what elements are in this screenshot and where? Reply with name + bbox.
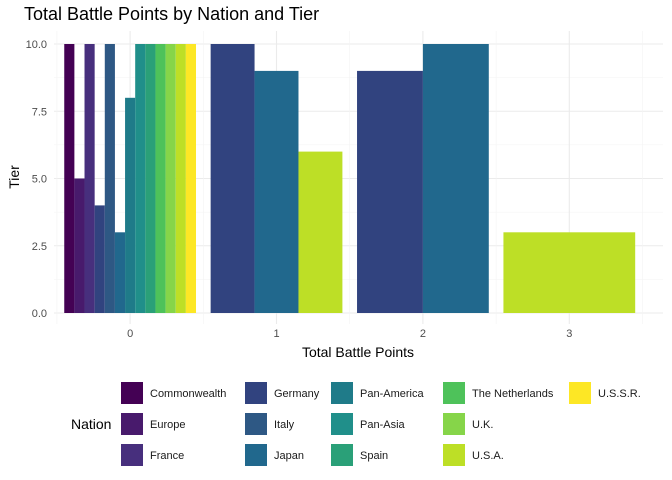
- x-axis-title: Total Battle Points: [302, 344, 414, 360]
- legend-label: France: [150, 450, 184, 462]
- bar-spain-x0: [145, 44, 156, 313]
- legend-item: Europe: [121, 413, 185, 435]
- y-tick-label: 10.0: [26, 39, 47, 51]
- bar-the-netherlands-x0: [155, 44, 166, 313]
- legend-key: [121, 444, 143, 466]
- legend-label: The Netherlands: [472, 388, 554, 400]
- legend-key: [245, 444, 267, 466]
- y-tick-label: 5.0: [32, 174, 47, 186]
- legend-item: France: [121, 444, 184, 466]
- legend-item: Germany: [245, 382, 320, 404]
- legend-key: [245, 382, 267, 404]
- bar-u-s-a-x1: [298, 151, 343, 313]
- x-tick-label: 2: [420, 328, 426, 340]
- legend-key: [331, 382, 353, 404]
- legend-label: U.S.S.R.: [598, 388, 641, 400]
- legend-label: U.K.: [472, 419, 493, 431]
- legend-label: U.S.A.: [472, 450, 504, 462]
- bar-germany-x0: [94, 205, 105, 313]
- legend-key: [245, 413, 267, 435]
- bar-germany-x1: [210, 44, 255, 313]
- legend-item: Spain: [331, 444, 388, 466]
- legend-key: [443, 413, 465, 435]
- legend-label: Germany: [274, 388, 320, 400]
- x-tick-label: 3: [566, 328, 572, 340]
- legend-label: Pan-Asia: [360, 419, 406, 431]
- bar-japan-x2: [422, 44, 489, 313]
- bar-u-s-s-r-x0: [185, 44, 197, 313]
- bar-u-s-a-x0: [175, 44, 186, 313]
- legend-label: Japan: [274, 450, 304, 462]
- bar-europe-x0: [74, 178, 85, 313]
- legend-item: U.S.S.R.: [569, 382, 641, 404]
- legend-key: [443, 444, 465, 466]
- chart-title: Total Battle Points by Nation and Tier: [24, 4, 319, 24]
- bar-u-k-x0: [165, 44, 176, 313]
- bar-commonwealth-x0: [64, 44, 75, 313]
- x-tick-label: 0: [127, 328, 133, 340]
- bar-pan-america-x0: [125, 97, 136, 313]
- legend-item: U.K.: [443, 413, 493, 435]
- legend-label: Pan-America: [360, 388, 424, 400]
- legend-key: [331, 413, 353, 435]
- legend-title: Nation: [71, 416, 111, 432]
- legend-item: Pan-America: [331, 382, 424, 404]
- x-tick-label: 1: [273, 328, 279, 340]
- bar-u-s-a-x3: [503, 232, 636, 313]
- bar-japan-x0: [114, 232, 126, 313]
- legend-key: [121, 382, 143, 404]
- legend-item: Italy: [245, 413, 295, 435]
- plot-bars: [64, 44, 636, 314]
- y-tick-label: 2.5: [32, 241, 47, 253]
- legend-item: Japan: [245, 444, 304, 466]
- bar-japan-x1: [254, 70, 299, 314]
- x-axis-ticks: 0 1 2 3: [127, 328, 572, 340]
- legend-label: Italy: [274, 419, 295, 431]
- legend-item: The Netherlands: [443, 382, 554, 404]
- legend-key: [443, 382, 465, 404]
- legend-item: U.S.A.: [443, 444, 504, 466]
- legend-key: [569, 382, 591, 404]
- y-tick-label: 7.5: [32, 106, 47, 118]
- legend-label: Europe: [150, 419, 185, 431]
- legend-key: [331, 444, 353, 466]
- y-axis-ticks: 0.0 2.5 5.0 7.5 10.0: [26, 39, 47, 320]
- bar-france-x0: [84, 44, 95, 313]
- bar-italy-x0: [104, 44, 115, 313]
- bar-germany-x2: [357, 70, 423, 314]
- legend-item: Pan-Asia: [331, 413, 406, 435]
- y-tick-label: 0.0: [32, 308, 47, 320]
- y-axis-title: Tier: [6, 165, 22, 189]
- legend-label: Spain: [360, 450, 388, 462]
- legend: Commonwealth Europe France Germany Italy Japa…: [121, 382, 641, 466]
- bar-pan-asia-x0: [135, 44, 146, 313]
- legend-key: [121, 413, 143, 435]
- legend-label: Commonwealth: [150, 388, 226, 400]
- legend-item: Commonwealth: [121, 382, 226, 404]
